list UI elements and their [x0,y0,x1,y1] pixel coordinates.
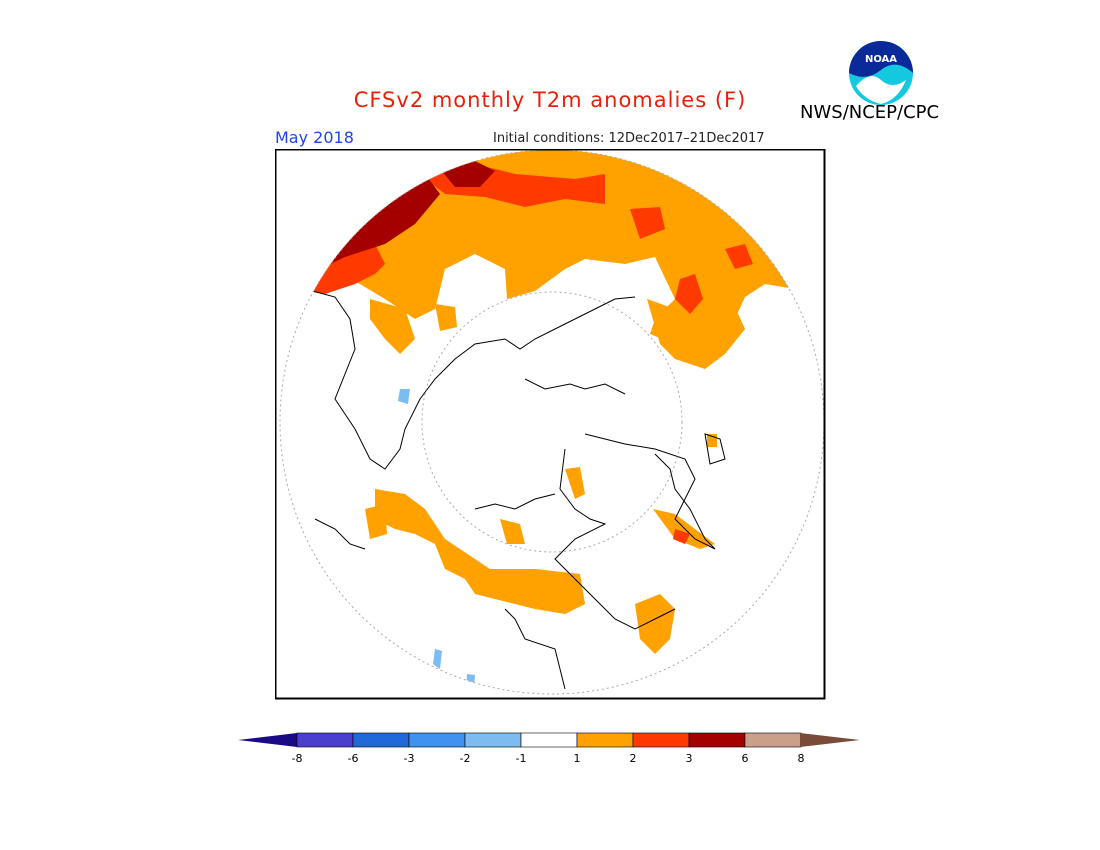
agency-label: NWS/NCEP/CPC [800,102,940,123]
colorbar-cell [520,732,578,748]
colorbar-cell [744,732,802,748]
colorbar-tick-label: -2 [459,752,471,765]
anomaly-warm-2-3 [673,529,690,544]
anomaly-warm-1-2 [435,304,457,331]
target-month: May 2018 [275,128,354,147]
polar-map [275,149,826,700]
anomaly-cool-1-2 [398,389,410,404]
colorbar-cell [464,732,522,748]
colorbar-tick-label: 3 [685,752,693,765]
colorbar-high-extend [800,733,860,747]
colorbar-low-extend [238,733,297,747]
anomaly-warm-1-2 [653,509,715,549]
colorbar-tick-label: -6 [347,752,359,765]
colorbar-tick-label: -8 [291,752,303,765]
anomaly-warm-1-2 [565,467,585,499]
colorbar [238,732,860,748]
latitude-ring [421,291,683,553]
colorbar-tick-label: 8 [797,752,805,765]
svg-text:NOAA: NOAA [865,54,897,65]
colorbar-tick-label: 2 [629,752,637,765]
coastline [504,608,566,690]
coastline [524,378,626,395]
coastline [314,518,366,550]
colorbar-tick-label: 6 [741,752,749,765]
anomaly-warm-1-2 [647,289,745,369]
colorbar-cell [296,732,354,748]
anomaly-warm-1-2 [370,299,415,354]
anomaly-warm-2-3 [630,207,665,239]
anomaly-warm-2-3 [725,244,753,269]
colorbar-cell [576,732,634,748]
colorbar-cell [408,732,466,748]
coastline [584,433,716,550]
colorbar-cell [352,732,410,748]
coastline [474,493,556,510]
initial-conditions: Initial conditions: 12Dec2017–21Dec2017 [493,131,765,146]
anomaly-warm-1-2 [365,504,387,539]
coastline [704,433,726,465]
anomaly-warm-2-3 [675,274,703,314]
colorbar-cell [688,732,746,748]
chart-title: CFSv2 monthly T2m anomalies (F) [353,88,747,112]
anomaly-warm-1-2 [635,594,675,654]
noaa-logo-icon: NOAA [849,41,913,105]
colorbar-cell [632,732,690,748]
coastline [304,288,636,470]
anomaly-cool-1-2 [433,649,442,669]
colorbar-tick-label: -1 [515,752,527,765]
colorbar-tick-label: 1 [573,752,581,765]
coastline [554,448,676,630]
anomaly-warm-1-2 [500,519,525,544]
anomaly-warm-1-2 [375,489,585,614]
colorbar-tick-label: -3 [403,752,415,765]
